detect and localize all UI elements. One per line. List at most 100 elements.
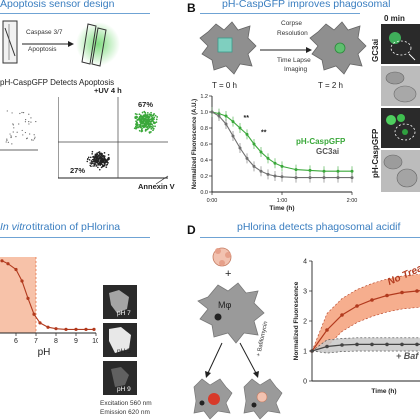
data-point — [32, 312, 36, 316]
y-tick-label: 1 — [303, 349, 307, 356]
flow-event-dot — [33, 134, 35, 136]
flow-event-dot — [137, 119, 139, 121]
flow-event-dot — [155, 118, 158, 121]
image-gc3ai-fluor — [381, 24, 420, 64]
data-point — [336, 169, 340, 173]
macrophage-cell — [197, 282, 265, 344]
flow-event-dot — [7, 141, 9, 143]
flow-event-dot — [99, 153, 101, 155]
data-point — [322, 169, 326, 173]
data-point — [415, 342, 419, 347]
panel-d-header: pHlorina detects phagosomal acidif — [237, 221, 401, 233]
image-ph-caspgfp-fluor — [381, 108, 420, 148]
data-point — [245, 132, 249, 136]
flow-event-dot — [134, 112, 137, 115]
process-label-3: Time Lapse — [277, 57, 311, 64]
flow-event-dot — [138, 116, 141, 119]
x-tick-label: 9 — [74, 338, 78, 345]
panel-c-rule — [0, 237, 150, 238]
t0-label: T = 0 h — [212, 81, 237, 90]
flow-event-dot — [6, 139, 8, 141]
flow-event-dot — [93, 165, 96, 167]
flow-event-dot — [133, 127, 136, 130]
y-tick-label: 1.2 — [200, 94, 208, 100]
flow-event-dot — [149, 123, 152, 126]
flow-event-dot — [94, 160, 97, 162]
flow-event-dot — [34, 136, 36, 138]
flow-event-dot — [140, 116, 143, 118]
phagocyte-schematic — [199, 21, 367, 75]
flow-event-dot — [18, 123, 20, 125]
flow-event-dot — [153, 122, 156, 125]
x-tick-label: 8 — [54, 338, 58, 345]
data-point — [325, 344, 329, 349]
flow-event-dot — [89, 156, 92, 159]
flow-event-dot — [100, 156, 102, 158]
data-point — [245, 156, 249, 160]
flow-event-dot — [33, 138, 36, 140]
flow-event-dot — [24, 121, 27, 123]
data-point — [385, 293, 389, 298]
flow-event-dot — [25, 118, 27, 121]
flow-event-dot — [91, 150, 94, 153]
flow-event-dot — [143, 122, 146, 125]
flow-event-dot — [106, 160, 108, 163]
quadrant-lower-right: 27% — [70, 166, 86, 175]
flow-scatter-control — [0, 110, 38, 151]
flow-event-dot — [152, 125, 154, 128]
flow-event-dot — [90, 160, 93, 162]
y-tick-label: 0.8 — [200, 126, 208, 132]
data-point — [266, 156, 270, 160]
data-point — [210, 110, 214, 114]
y-tick-label: 2 — [303, 319, 307, 326]
significance-marker: ** — [244, 115, 250, 122]
uv-treatment-label: +UV 4 h — [94, 86, 122, 95]
svg-text:+: + — [225, 268, 231, 280]
sensor-design-schematic — [2, 20, 120, 67]
data-point — [252, 164, 256, 168]
flow-event-dot — [103, 152, 106, 154]
legend-gc3ai: GC3ai — [316, 147, 340, 156]
engulfed-corpse-t0 — [217, 37, 233, 53]
series-label-baf: + Baf — [396, 351, 419, 361]
flow-event-dot — [15, 135, 17, 138]
y-tick-label: 3 — [303, 289, 307, 296]
image-ph9: pH 9 — [103, 361, 137, 395]
data-point — [231, 120, 235, 124]
flow-event-dot — [30, 121, 32, 123]
flow-scatter-uv — [58, 97, 169, 185]
image-ph-caspgfp-dic — [381, 150, 420, 192]
x-tick-label: 10 — [92, 338, 98, 345]
data-point — [294, 176, 298, 180]
flow-event-dot — [96, 164, 98, 166]
legend-ph-caspgfp: pH-CaspGFP — [296, 137, 346, 146]
flow-event-dot — [153, 116, 156, 119]
flow-event-dot — [86, 158, 89, 161]
flow-event-dot — [141, 111, 144, 114]
flow-event-dot — [101, 160, 103, 162]
data-point — [74, 327, 78, 331]
y-axis-label: Normalized Fluorescence — [293, 281, 300, 360]
flow-event-dot — [12, 124, 14, 126]
flow-event-dot — [103, 164, 106, 167]
flow-event-dot — [148, 113, 151, 116]
flow-event-dot — [92, 160, 95, 163]
macrophage-label: Mφ — [218, 300, 232, 310]
flow-event-dot — [6, 110, 8, 112]
data-point — [217, 114, 221, 118]
flow-event-dot — [154, 114, 157, 117]
data-point — [400, 290, 404, 295]
flow-event-dot — [139, 123, 141, 126]
image-gc3ai-dic — [381, 66, 420, 106]
panel-b-chart: 0.0 0.2 0.4 0.6 0.8 1.0 1.2 0:00 1:00 2:00 Time (h… — [192, 94, 357, 212]
image-ph7: pH 7 — [103, 285, 137, 319]
data-point — [273, 161, 277, 165]
flow-event-dot — [32, 139, 34, 141]
data-point — [26, 296, 30, 300]
flow-event-dot — [104, 159, 107, 162]
flow-event-dot — [98, 151, 101, 153]
flow-event-dot — [134, 117, 137, 120]
acidified-corpse-t2 — [334, 42, 346, 54]
acidified-phagosome — [208, 393, 220, 405]
flow-event-dot — [152, 127, 155, 130]
